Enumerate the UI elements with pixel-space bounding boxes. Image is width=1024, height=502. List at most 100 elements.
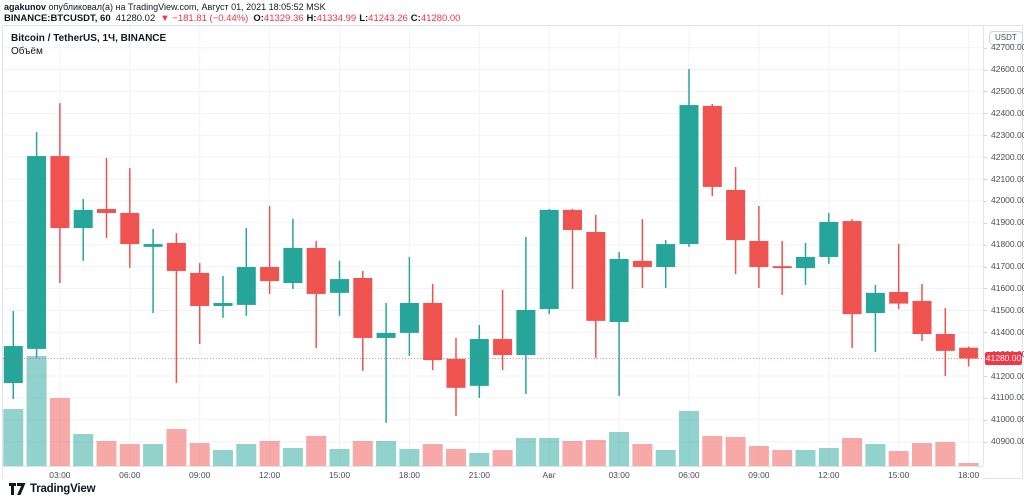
price-axis-label: 40900.00 [991,436,1024,447]
time-axis-label: 18:00 [957,470,980,480]
candle-body [330,279,349,293]
volume-bar [818,448,839,466]
price-axis-tick [984,441,987,443]
chart-legend[interactable]: Bitcoin / TetherUS, 1Ч, BINANCE Объём [11,32,166,58]
open-label: O: [253,13,264,24]
price-axis-tick [984,200,987,202]
candlestick-chart[interactable] [3,26,983,466]
time-axis-label: 09:00 [189,470,211,480]
price-axis-label: 41900.00 [991,217,1024,228]
candle-body [353,277,373,338]
candle-body [120,212,140,245]
volume-bar [306,436,327,466]
volume-bar [795,450,816,466]
volume-bar [329,449,350,466]
candle-body [446,358,466,388]
candle-body [283,247,303,284]
candle-body [586,232,606,321]
volume-bar [399,449,420,466]
price-axis-tick [984,397,987,399]
volume-bar [842,438,863,466]
candle-body [143,244,163,247]
time-axis-label: 21:00 [468,470,490,480]
price-axis-tick [984,288,987,290]
volume-bar [446,449,466,466]
candle-body [959,347,979,359]
candle-body [609,258,629,322]
price-axis-label: 42600.00 [991,64,1024,75]
time-axis-label: 09:00 [748,470,770,480]
price-axis-label: 42300.00 [991,129,1024,140]
volume-bar [655,450,676,466]
candle-body [796,256,815,269]
candle-body [516,309,536,356]
candle-body [97,209,116,213]
price-axis-tick [984,376,987,378]
candle-body [213,302,233,306]
price-axis-label: 41100.00 [991,392,1024,403]
price-axis[interactable]: USDT 41280.00 42700.00 42600.00 42500.00 42… [983,26,1024,466]
volume-bar [632,444,653,466]
candle-body [166,242,186,271]
candle-body [935,334,955,351]
candle-body [749,240,769,268]
volume-bar [96,441,117,466]
volume-bar [585,440,606,466]
time-axis-label: 03:00 [608,470,630,480]
candle-body [726,189,746,241]
volume-bar [609,432,630,466]
volume-bar [888,451,909,466]
candle-body [236,267,256,305]
candle-body [27,156,47,349]
price-axis-tick [984,113,987,115]
candle-body [656,244,676,268]
price-axis-tick [984,419,987,421]
candle-body [679,105,699,245]
publish-info-text: опубликовал(а) на TradingView.com, Авгус… [46,2,326,12]
currency-toggle-button[interactable]: USDT [989,31,1023,45]
high-value: 41334.99 [316,13,357,24]
volume-bar [772,450,793,466]
candle-body [889,291,909,304]
price-change: ▼ −181.81 (−0.44%) [160,13,249,24]
volume-bar [26,356,47,466]
candle-body [819,221,839,257]
time-axis-label: Авг [542,470,556,480]
volume-bar [259,441,280,466]
candle-body [493,339,513,356]
candle-body [73,209,93,229]
time-axis-label: 15:00 [328,470,351,480]
legend-volume-indicator[interactable]: Объём [11,46,43,57]
candle-body [702,105,722,187]
price-axis-tick [984,47,987,49]
volume-bar [539,438,560,466]
price-axis-label: 41600.00 [991,282,1024,293]
volume-bar [73,434,94,466]
candle-body [423,302,443,361]
low-value: 41243.26 [368,13,408,24]
legend-symbol-title[interactable]: Bitcoin / TetherUS, 1Ч, BINANCE [11,33,167,44]
volume-bar [143,444,164,466]
candle-body [865,292,885,313]
publish-info-line: agakunov опубликовал(а) на TradingView.c… [4,2,326,12]
price-axis-label: 42500.00 [991,85,1024,96]
price-axis-tick [984,266,987,268]
price-axis-label: 42200.00 [991,151,1024,162]
volume-bar [958,463,979,466]
volume-bar [119,444,140,466]
price-axis-label: 41800.00 [991,239,1024,250]
symbol-stats-line: BINANCE:BTCUSDT, 60 41280.02 ▼ −181.81 (−0… [4,13,460,24]
current-price-tag: 41280.00 [985,352,1022,366]
volume-bar [492,450,513,466]
price-axis-tick [984,135,987,137]
time-axis-label: 06:00 [119,470,141,480]
time-axis-label: 18:00 [398,470,421,480]
tradingview-logo[interactable]: TradingView [9,483,96,495]
price-axis-label: 41500.00 [991,304,1024,315]
price-axis-label: 42700.00 [991,42,1024,53]
price-axis-label: 42000.00 [991,195,1024,206]
time-axis[interactable]: 03:00 06:00 09:00 12:00 15:00 18:00 21:00 Авг 03… [3,466,983,480]
candle-body [376,332,396,338]
volume-bar [166,429,187,466]
price-axis-tick [984,157,987,159]
